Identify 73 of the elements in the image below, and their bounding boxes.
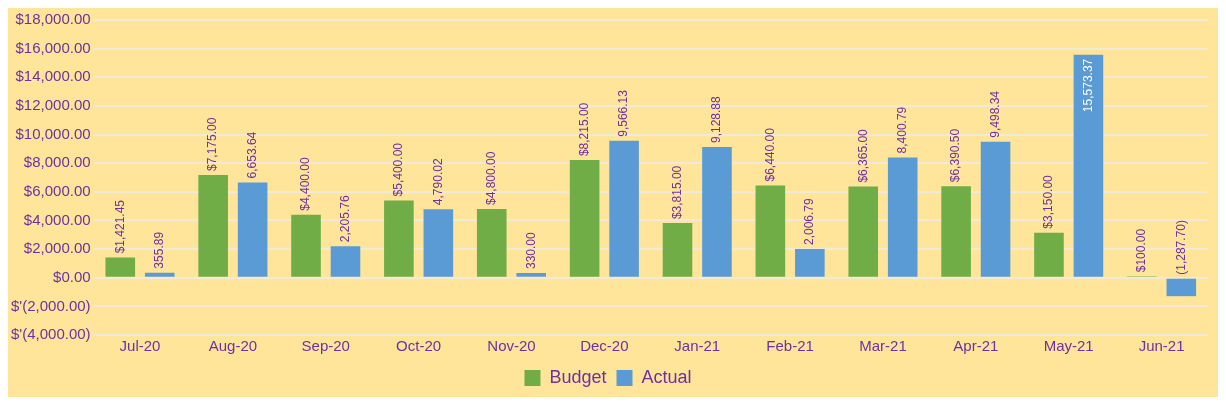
x-tick-label: Aug-20 [208, 337, 258, 355]
bar [198, 174, 228, 277]
x-tick-label: Apr-21 [953, 337, 999, 355]
y-tick-label: $4,000.00 [23, 210, 91, 228]
data-label: $8,215.00 [576, 102, 591, 157]
bar [569, 160, 600, 277]
bar [887, 157, 918, 277]
bar [755, 185, 786, 277]
data-label: $7,175.00 [205, 117, 220, 171]
bar [105, 257, 136, 277]
y-tick-label: $14,000.00 [15, 67, 91, 85]
data-label: 6,653.64 [244, 131, 259, 179]
legend-label: Budget [549, 366, 607, 387]
bar [702, 147, 732, 277]
y-tick-label: $0.00 [53, 267, 91, 285]
data-label: $3,815.00 [669, 165, 684, 220]
data-label: 9,128.88 [709, 95, 724, 144]
data-label: 9,498.34 [987, 90, 1002, 138]
bar [1166, 278, 1197, 297]
bar [662, 223, 693, 277]
x-tick-label: May-21 [1043, 337, 1094, 355]
bar [423, 209, 454, 277]
bar [1034, 232, 1064, 277]
data-label: 15,573.37 [1080, 58, 1095, 113]
data-label: 355.89 [152, 231, 167, 269]
bar [941, 186, 971, 277]
data-label: $3,150.00 [1041, 174, 1056, 229]
y-tick-label: $'(2,000.00) [10, 296, 91, 314]
bar [1073, 54, 1104, 277]
y-tick-label: $'(4,000.00) [10, 325, 91, 343]
x-tick-label: Jun-21 [1138, 337, 1185, 355]
data-label: $6,365.00 [855, 128, 870, 183]
y-tick-label: $18,000.00 [15, 10, 91, 28]
y-tick-label: $8,000.00 [23, 153, 91, 171]
x-tick-label: Oct-20 [396, 337, 442, 355]
data-label: $4,800.00 [484, 151, 499, 205]
x-tick-label: Dec-20 [580, 337, 629, 355]
bar [795, 248, 825, 277]
bar [384, 200, 414, 277]
y-tick-label: $10,000.00 [15, 124, 91, 142]
data-label: $4,400.00 [298, 157, 313, 211]
y-tick-label: $6,000.00 [23, 181, 91, 199]
x-tick-label: Jul-20 [119, 337, 161, 355]
bar [980, 141, 1011, 277]
y-tick-label: $12,000.00 [15, 96, 91, 114]
bar [330, 246, 361, 277]
bar [144, 272, 175, 277]
x-tick-label: Nov-20 [487, 337, 536, 355]
x-tick-label: Jan-21 [674, 337, 721, 355]
data-label: 2,006.79 [802, 197, 817, 245]
data-label: 4,790.02 [430, 158, 445, 206]
data-label: $100.00 [1134, 228, 1149, 273]
data-label: $1,421.45 [112, 199, 127, 254]
y-tick-label: $16,000.00 [15, 38, 91, 56]
bar [476, 209, 507, 277]
data-label: $6,390.50 [948, 128, 963, 183]
data-label: 2,205.76 [337, 195, 352, 243]
legend-label: Actual [641, 366, 692, 387]
data-label: 330.00 [523, 231, 538, 269]
y-tick-label: $2,000.00 [23, 239, 91, 257]
bar [237, 182, 268, 277]
data-label: 8,400.79 [895, 106, 910, 154]
x-tick-label: Sep-20 [301, 337, 350, 355]
bar [291, 214, 321, 277]
data-label: $5,400.00 [391, 142, 406, 197]
bar [609, 140, 639, 277]
data-label: (1,287.70) [1173, 220, 1188, 275]
data-label: 9,566.13 [616, 89, 631, 137]
data-label: $6,440.00 [762, 127, 777, 182]
bar [516, 273, 547, 277]
bar [848, 186, 879, 277]
x-tick-label: Mar-21 [859, 337, 907, 355]
x-tick-label: Feb-21 [766, 337, 814, 355]
